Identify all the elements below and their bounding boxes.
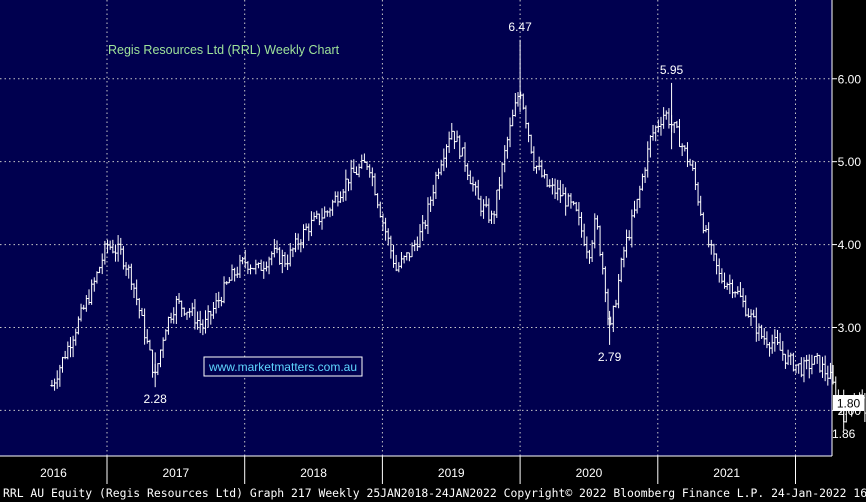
y-tick-label: 4.00	[838, 238, 862, 252]
annotation-label: 5.95	[660, 63, 684, 77]
x-tick-label: 2021	[713, 466, 740, 480]
x-tick-label: 2018	[300, 466, 327, 480]
x-tick-label: 2016	[40, 466, 67, 480]
grid-lines	[0, 0, 832, 456]
x-axis: 2016 2017 2018 2019 2020 2021	[0, 455, 832, 484]
y-tick-label: 6.00	[838, 72, 862, 86]
annotation-label: 2.28	[144, 392, 168, 406]
price-annotation: 5.95	[660, 63, 684, 150]
y-tick-label: 3.00	[838, 321, 862, 335]
plot-background	[0, 0, 832, 456]
price-bars	[50, 91, 866, 430]
y-tick-label: 5.00	[838, 155, 862, 169]
annotation-label: 2.79	[598, 350, 622, 364]
x-tick-label: 2019	[438, 466, 465, 480]
last-price-box	[833, 395, 864, 411]
last-price-label: 1.80	[837, 397, 861, 411]
price-annotation: 2.28	[144, 352, 168, 406]
bottom-axis-background	[0, 456, 866, 484]
price-annotation: 6.47	[508, 20, 532, 112]
chart-title: Regis Resources Ltd (RRL) Weekly Chart	[108, 43, 340, 57]
x-tick-label: 2017	[162, 466, 189, 480]
watermark-box	[203, 356, 363, 377]
annotations: 2.28 6.47 2.79 5.95 1.86	[144, 20, 856, 441]
annotation-label: 6.47	[508, 20, 532, 34]
price-annotation: 2.79	[598, 310, 622, 364]
footer-status-line: RRL AU Equity (Regis Resources Ltd) Grap…	[0, 484, 866, 502]
watermark-text: www.marketmatters.com.au	[208, 360, 357, 374]
x-tick-label: 2020	[576, 466, 603, 480]
annotation-label: 1.86	[832, 427, 856, 441]
